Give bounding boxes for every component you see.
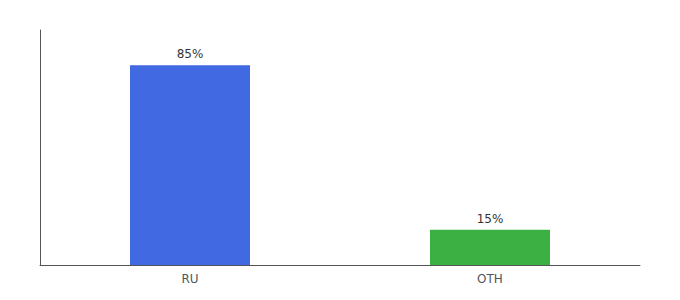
svg-text:RU: RU	[181, 272, 198, 286]
svg-text:85%: 85%	[177, 47, 204, 61]
svg-text:OTH: OTH	[477, 272, 503, 286]
svg-text:15%: 15%	[477, 212, 504, 226]
